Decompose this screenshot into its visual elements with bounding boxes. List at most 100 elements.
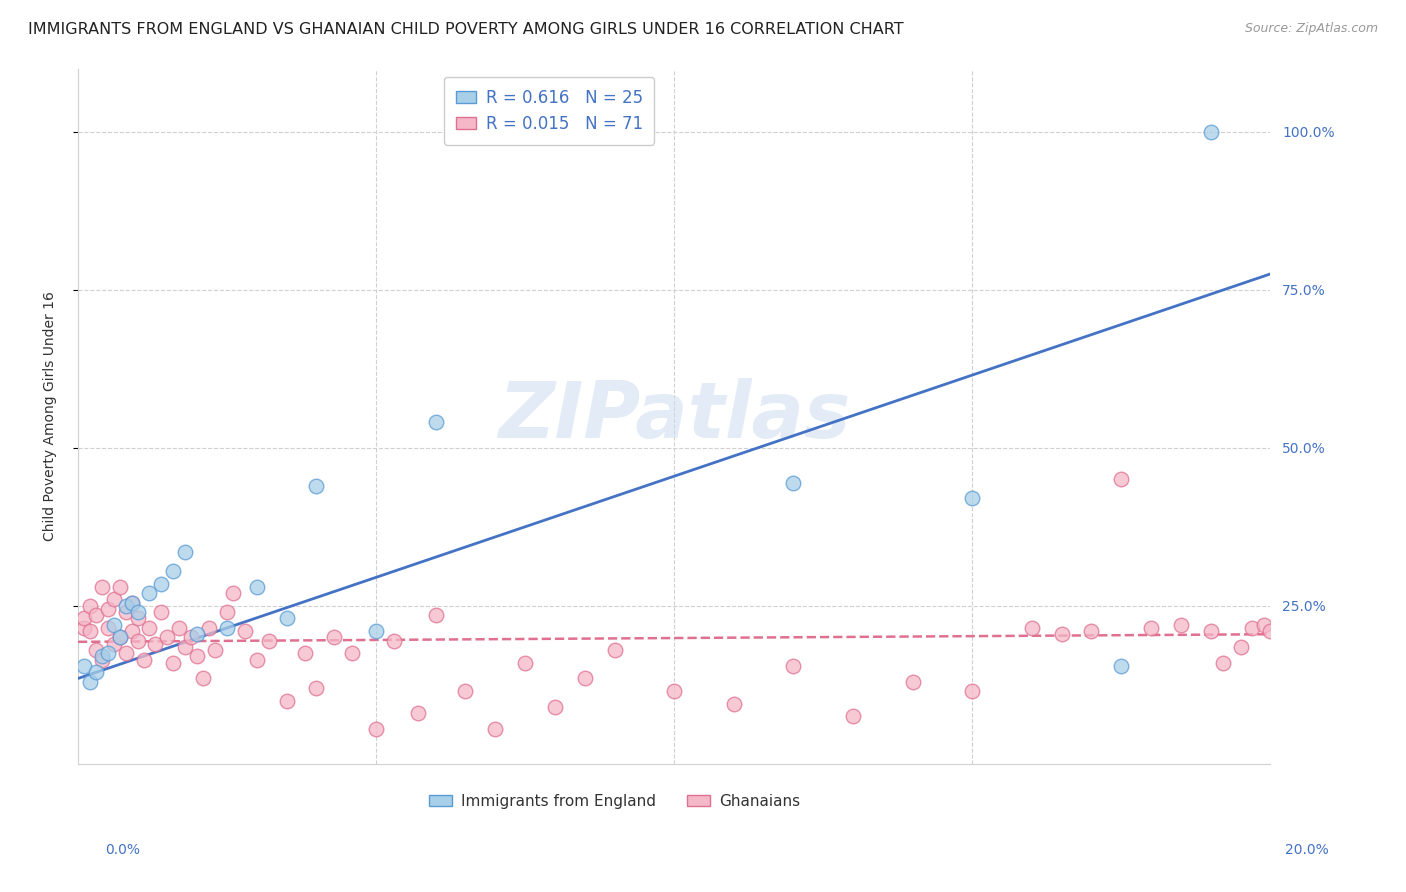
Point (162, 656, 184, 670)
Point (90, 649, 112, 664)
Point (662, 684, 685, 698)
Point (198, 621, 221, 635)
Point (544, 700, 567, 714)
Point (156, 631, 179, 645)
Point (723, 697, 745, 711)
Point (114, 599, 136, 613)
Point (1050, 627, 1073, 641)
Text: 0.0%: 0.0% (105, 843, 141, 857)
Point (114, 605, 136, 619)
Point (1212, 656, 1234, 670)
Point (186, 627, 208, 641)
Point (204, 643, 226, 657)
Point (145, 637, 167, 651)
Point (73, 611, 96, 625)
Point (97, 646, 120, 660)
Point (233, 624, 256, 638)
Point (180, 631, 202, 645)
Point (108, 580, 131, 594)
Point (169, 621, 191, 635)
Point (257, 633, 280, 648)
Point (1199, 125, 1222, 139)
Point (960, 684, 983, 698)
Point (127, 611, 149, 625)
Point (121, 624, 143, 638)
Point (215, 621, 238, 635)
Text: Source: ZipAtlas.com: Source: ZipAtlas.com (1244, 22, 1378, 36)
Point (79, 624, 101, 638)
Point (1199, 624, 1222, 638)
Point (79, 599, 101, 613)
Point (73, 658, 96, 673)
Point (150, 576, 173, 591)
Point (484, 722, 506, 736)
Text: IMMIGRANTS FROM ENGLAND VS GHANAIAN CHILD POVERTY AMONG GIRLS UNDER 16 CORRELATI: IMMIGRANTS FROM ENGLAND VS GHANAIAN CHIL… (28, 22, 904, 37)
Point (364, 624, 387, 638)
Point (603, 643, 626, 657)
Point (138, 621, 160, 635)
Point (84, 665, 107, 680)
Point (1253, 617, 1275, 632)
Point (246, 580, 269, 594)
Point (1170, 617, 1192, 632)
Point (162, 564, 184, 578)
Point (901, 674, 924, 689)
Point (1241, 621, 1264, 635)
Point (90, 580, 112, 594)
Point (1080, 624, 1102, 638)
Point (454, 684, 477, 698)
Point (276, 611, 298, 625)
Point (186, 649, 208, 664)
Point (323, 631, 346, 645)
Point (127, 605, 149, 619)
Point (174, 640, 197, 654)
Point (103, 617, 125, 632)
Point (425, 608, 447, 623)
Point (513, 656, 536, 670)
Point (782, 658, 804, 673)
Point (174, 545, 197, 559)
Point (340, 646, 363, 660)
Point (305, 681, 328, 695)
Point (406, 706, 429, 721)
Point (1229, 640, 1251, 654)
Point (108, 631, 131, 645)
Point (276, 693, 298, 707)
Legend: Immigrants from England, Ghanaians: Immigrants from England, Ghanaians (423, 788, 806, 815)
Point (246, 652, 269, 666)
Point (1260, 624, 1282, 638)
Point (364, 722, 387, 736)
Point (574, 672, 596, 686)
Point (90, 652, 112, 666)
Point (222, 586, 245, 600)
Point (84, 643, 107, 657)
Point (1140, 621, 1163, 635)
Point (294, 646, 316, 660)
Point (191, 672, 214, 686)
Point (215, 605, 238, 619)
Point (97, 602, 120, 616)
Point (382, 633, 405, 648)
Point (132, 652, 155, 666)
Point (73, 621, 96, 635)
Point (127, 633, 149, 648)
Point (782, 475, 804, 490)
Point (79, 674, 101, 689)
Text: 20.0%: 20.0% (1285, 843, 1329, 857)
Point (1021, 621, 1043, 635)
Point (108, 631, 131, 645)
Point (138, 586, 160, 600)
Point (121, 596, 143, 610)
Point (97, 621, 120, 635)
Point (425, 416, 447, 430)
Point (1109, 658, 1132, 673)
Point (960, 491, 983, 506)
Point (84, 608, 107, 623)
Point (842, 709, 865, 723)
Y-axis label: Child Poverty Among Girls Under 16: Child Poverty Among Girls Under 16 (44, 291, 58, 541)
Point (114, 646, 136, 660)
Text: ZIPatlas: ZIPatlas (498, 378, 851, 454)
Point (150, 605, 173, 619)
Point (103, 592, 125, 607)
Point (121, 596, 143, 610)
